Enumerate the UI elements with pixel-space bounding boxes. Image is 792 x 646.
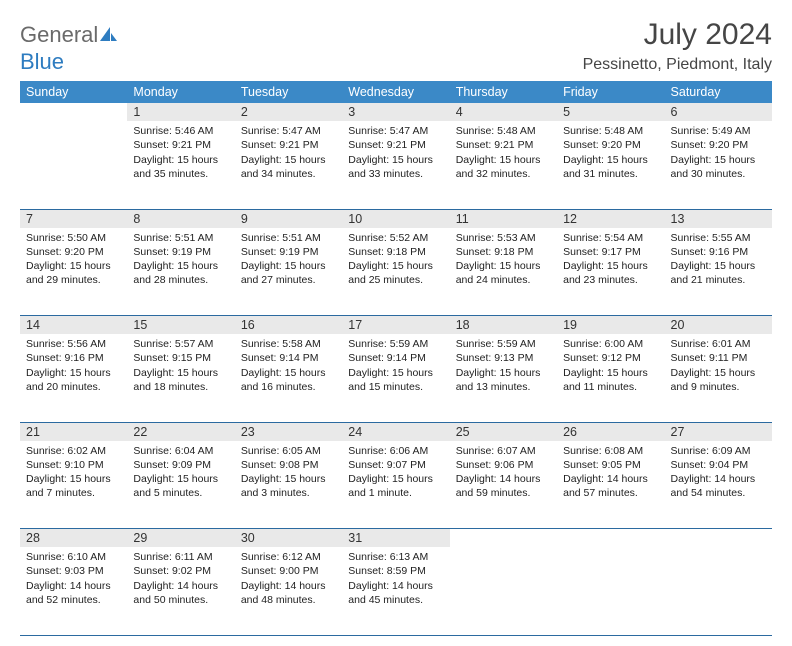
brand-text-gray: General — [20, 22, 98, 47]
day-number-cell: 14 — [20, 316, 127, 335]
day-number-cell: 5 — [557, 103, 664, 121]
day-detail-cell: Sunrise: 5:50 AMSunset: 9:20 PMDaylight:… — [20, 228, 127, 316]
day-number-cell: 7 — [20, 209, 127, 228]
calendar-header-row: SundayMondayTuesdayWednesdayThursdayFrid… — [20, 81, 772, 103]
day-number-cell: 21 — [20, 422, 127, 441]
day-number-cell: 9 — [235, 209, 342, 228]
day-detail-row: Sunrise: 5:50 AMSunset: 9:20 PMDaylight:… — [20, 228, 772, 316]
calendar-page: GeneralBlue July 2024 Pessinetto, Piedmo… — [0, 0, 792, 646]
calendar-table: SundayMondayTuesdayWednesdayThursdayFrid… — [20, 81, 772, 636]
day-number-cell — [450, 529, 557, 548]
day-number-cell: 1 — [127, 103, 234, 121]
day-detail-row: Sunrise: 6:02 AMSunset: 9:10 PMDaylight:… — [20, 441, 772, 529]
day-detail-cell: Sunrise: 5:51 AMSunset: 9:19 PMDaylight:… — [127, 228, 234, 316]
weekday-header: Saturday — [665, 81, 772, 103]
day-detail-cell: Sunrise: 5:54 AMSunset: 9:17 PMDaylight:… — [557, 228, 664, 316]
day-detail-cell: Sunrise: 5:58 AMSunset: 9:14 PMDaylight:… — [235, 334, 342, 422]
day-detail-cell: Sunrise: 5:46 AMSunset: 9:21 PMDaylight:… — [127, 121, 234, 209]
weekday-header: Wednesday — [342, 81, 449, 103]
day-detail-row: Sunrise: 5:56 AMSunset: 9:16 PMDaylight:… — [20, 334, 772, 422]
day-detail-cell: Sunrise: 6:02 AMSunset: 9:10 PMDaylight:… — [20, 441, 127, 529]
day-detail-row: Sunrise: 5:46 AMSunset: 9:21 PMDaylight:… — [20, 121, 772, 209]
day-number-cell: 28 — [20, 529, 127, 548]
day-detail-cell: Sunrise: 6:06 AMSunset: 9:07 PMDaylight:… — [342, 441, 449, 529]
day-detail-cell: Sunrise: 5:57 AMSunset: 9:15 PMDaylight:… — [127, 334, 234, 422]
day-number-cell: 24 — [342, 422, 449, 441]
day-number-row: 78910111213 — [20, 209, 772, 228]
weekday-header: Friday — [557, 81, 664, 103]
title-block: July 2024 Pessinetto, Piedmont, Italy — [583, 18, 772, 74]
day-detail-cell: Sunrise: 5:56 AMSunset: 9:16 PMDaylight:… — [20, 334, 127, 422]
day-number-cell: 23 — [235, 422, 342, 441]
day-detail-cell: Sunrise: 6:10 AMSunset: 9:03 PMDaylight:… — [20, 547, 127, 635]
day-detail-cell — [450, 547, 557, 635]
day-detail-cell: Sunrise: 6:00 AMSunset: 9:12 PMDaylight:… — [557, 334, 664, 422]
day-number-cell: 10 — [342, 209, 449, 228]
day-number-cell: 26 — [557, 422, 664, 441]
day-detail-cell: Sunrise: 5:51 AMSunset: 9:19 PMDaylight:… — [235, 228, 342, 316]
day-detail-cell: Sunrise: 5:49 AMSunset: 9:20 PMDaylight:… — [665, 121, 772, 209]
day-number-cell: 13 — [665, 209, 772, 228]
brand-logo: GeneralBlue — [20, 18, 118, 75]
location-subtitle: Pessinetto, Piedmont, Italy — [583, 56, 772, 74]
day-number-cell: 8 — [127, 209, 234, 228]
day-number-cell: 6 — [665, 103, 772, 121]
day-number-cell: 18 — [450, 316, 557, 335]
day-number-cell: 30 — [235, 529, 342, 548]
day-detail-cell: Sunrise: 6:13 AMSunset: 8:59 PMDaylight:… — [342, 547, 449, 635]
day-number-row: 21222324252627 — [20, 422, 772, 441]
day-number-cell: 12 — [557, 209, 664, 228]
day-number-cell — [557, 529, 664, 548]
day-number-cell: 11 — [450, 209, 557, 228]
day-number-cell: 27 — [665, 422, 772, 441]
weekday-header: Thursday — [450, 81, 557, 103]
day-detail-cell — [20, 121, 127, 209]
day-number-cell: 29 — [127, 529, 234, 548]
day-detail-cell: Sunrise: 6:12 AMSunset: 9:00 PMDaylight:… — [235, 547, 342, 635]
brand-text-blue: Blue — [20, 49, 64, 74]
day-number-cell: 3 — [342, 103, 449, 121]
day-detail-cell: Sunrise: 5:55 AMSunset: 9:16 PMDaylight:… — [665, 228, 772, 316]
day-number-cell — [20, 103, 127, 121]
day-number-row: 123456 — [20, 103, 772, 121]
day-number-cell: 22 — [127, 422, 234, 441]
day-number-row: 28293031 — [20, 529, 772, 548]
day-detail-cell: Sunrise: 6:04 AMSunset: 9:09 PMDaylight:… — [127, 441, 234, 529]
day-detail-cell: Sunrise: 5:52 AMSunset: 9:18 PMDaylight:… — [342, 228, 449, 316]
day-detail-cell: Sunrise: 6:09 AMSunset: 9:04 PMDaylight:… — [665, 441, 772, 529]
day-detail-cell: Sunrise: 6:01 AMSunset: 9:11 PMDaylight:… — [665, 334, 772, 422]
day-detail-cell: Sunrise: 6:07 AMSunset: 9:06 PMDaylight:… — [450, 441, 557, 529]
day-number-cell — [665, 529, 772, 548]
day-detail-cell: Sunrise: 5:47 AMSunset: 9:21 PMDaylight:… — [235, 121, 342, 209]
weekday-header: Monday — [127, 81, 234, 103]
day-number-cell: 15 — [127, 316, 234, 335]
weekday-header: Tuesday — [235, 81, 342, 103]
day-detail-cell: Sunrise: 6:11 AMSunset: 9:02 PMDaylight:… — [127, 547, 234, 635]
day-detail-cell: Sunrise: 5:48 AMSunset: 9:21 PMDaylight:… — [450, 121, 557, 209]
day-number-cell: 19 — [557, 316, 664, 335]
day-detail-cell — [557, 547, 664, 635]
header: GeneralBlue July 2024 Pessinetto, Piedmo… — [20, 18, 772, 75]
day-number-cell: 17 — [342, 316, 449, 335]
day-number-row: 14151617181920 — [20, 316, 772, 335]
sail-icon — [98, 23, 118, 49]
day-detail-cell: Sunrise: 5:53 AMSunset: 9:18 PMDaylight:… — [450, 228, 557, 316]
day-detail-cell: Sunrise: 5:48 AMSunset: 9:20 PMDaylight:… — [557, 121, 664, 209]
day-detail-cell — [665, 547, 772, 635]
day-number-cell: 25 — [450, 422, 557, 441]
day-number-cell: 4 — [450, 103, 557, 121]
day-detail-cell: Sunrise: 5:59 AMSunset: 9:13 PMDaylight:… — [450, 334, 557, 422]
day-detail-cell: Sunrise: 5:47 AMSunset: 9:21 PMDaylight:… — [342, 121, 449, 209]
day-detail-cell: Sunrise: 5:59 AMSunset: 9:14 PMDaylight:… — [342, 334, 449, 422]
brand-name: GeneralBlue — [20, 22, 118, 75]
day-detail-cell: Sunrise: 6:08 AMSunset: 9:05 PMDaylight:… — [557, 441, 664, 529]
weekday-header: Sunday — [20, 81, 127, 103]
day-number-cell: 20 — [665, 316, 772, 335]
day-number-cell: 16 — [235, 316, 342, 335]
day-number-cell: 31 — [342, 529, 449, 548]
month-title: July 2024 — [583, 18, 772, 52]
day-number-cell: 2 — [235, 103, 342, 121]
day-detail-cell: Sunrise: 6:05 AMSunset: 9:08 PMDaylight:… — [235, 441, 342, 529]
day-detail-row: Sunrise: 6:10 AMSunset: 9:03 PMDaylight:… — [20, 547, 772, 635]
